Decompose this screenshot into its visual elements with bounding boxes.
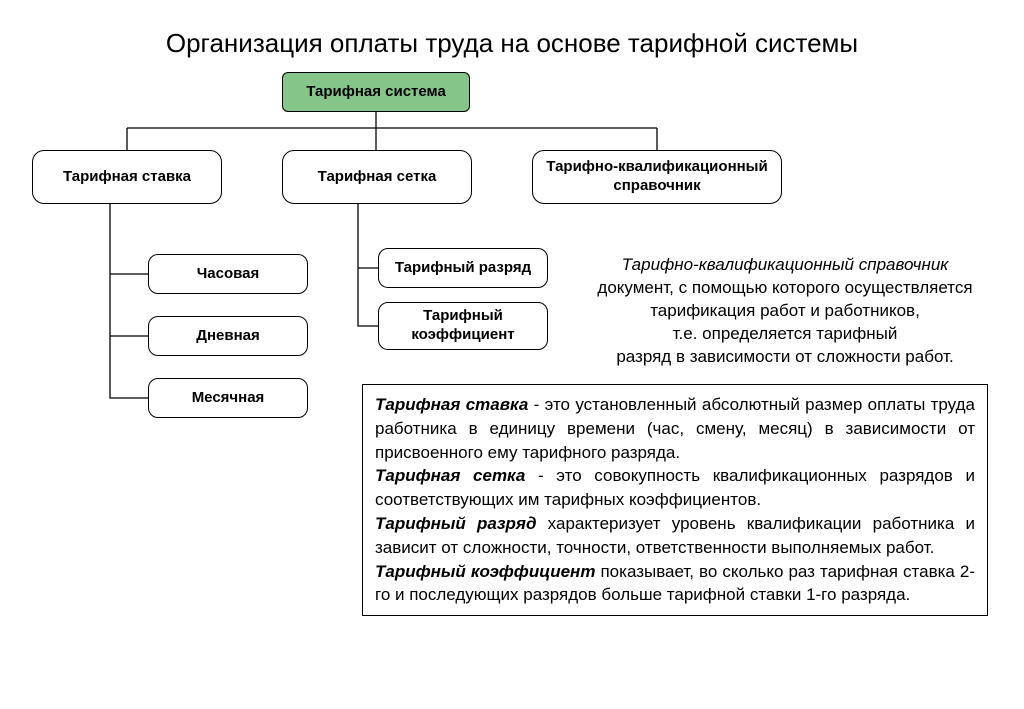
definition-item: Тарифный коэффициент показывает, во скол… <box>375 560 975 608</box>
node-hour: Часовая <box>148 254 308 294</box>
definition-term: Тарифная ставка <box>375 395 528 414</box>
sidenote-line: разряд в зависимости от сложности работ. <box>616 347 953 366</box>
sidenote-line: тарификация работ и работников, <box>650 301 920 320</box>
definition-item: Тарифная сетка - это совокупность квалиф… <box>375 464 975 512</box>
node-label: Тарифная система <box>306 83 446 102</box>
sidenote-line: т.е. определяется тарифный <box>673 324 898 343</box>
node-setka: Тарифная сетка <box>282 150 472 204</box>
node-month: Месячная <box>148 378 308 418</box>
node-root: Тарифная система <box>282 72 470 112</box>
node-razr: Тарифный разряд <box>378 248 548 288</box>
definition-term: Тарифная сетка <box>375 466 525 485</box>
node-koef: Тарифный коэффициент <box>378 302 548 350</box>
node-label: Дневная <box>196 327 259 346</box>
node-label: Часовая <box>197 265 260 284</box>
node-label: Тарифный коэффициент <box>387 307 539 345</box>
definitions-box: Тарифная ставка - это установленный абсо… <box>362 384 988 616</box>
definition-item: Тарифный разряд характеризует уровень кв… <box>375 512 975 560</box>
node-label: Месячная <box>192 389 265 408</box>
node-label: Тарифная ставка <box>63 168 191 187</box>
node-label: Тарифная сетка <box>318 168 437 187</box>
definition-term: Тарифный разряд <box>375 514 536 533</box>
sidenote-line: документ, с помощью которого осуществляе… <box>597 278 972 297</box>
page-title: Организация оплаты труда на основе тариф… <box>0 28 1024 59</box>
node-sprav: Тарифно-квалификационный справочник <box>532 150 782 204</box>
node-label: Тарифный разряд <box>395 259 531 278</box>
sidenote-spravochnik: Тарифно-квалификационный справочник доку… <box>570 254 1000 369</box>
node-day: Дневная <box>148 316 308 356</box>
node-label: Тарифно-квалификационный справочник <box>541 158 773 196</box>
node-stavka: Тарифная ставка <box>32 150 222 204</box>
sidenote-title: Тарифно-квалификационный справочник <box>622 255 949 274</box>
definition-term: Тарифный коэффициент <box>375 562 595 581</box>
definition-item: Тарифная ставка - это установленный абсо… <box>375 393 975 464</box>
